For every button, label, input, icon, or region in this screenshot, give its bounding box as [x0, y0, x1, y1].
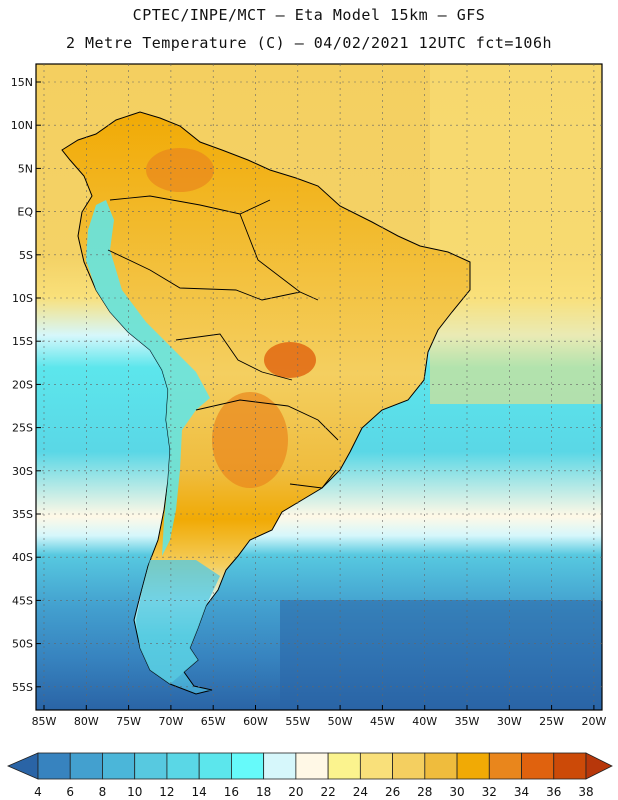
lat-label: 15S — [12, 335, 33, 348]
lat-label: 10S — [12, 292, 33, 305]
latitude-labels: 15N 10N 5N EQ 5S 10S 15S 20S 25S 30S 35S 40S 45S 50S 5… — [11, 76, 34, 694]
map-title-line1: CPTEC/INPE/MCT – Eta Model 15km – GFS — [132, 6, 486, 24]
colorbar-label: 30 — [449, 785, 464, 799]
andes-cold-strip — [86, 200, 210, 556]
hot-spot-chaco — [212, 392, 288, 488]
cold-southern-ocean — [280, 600, 602, 710]
colorbar-right-arrow — [585, 752, 613, 780]
colorbar-label: 16 — [224, 785, 239, 799]
colorbar-label: 10 — [127, 785, 142, 799]
colorbar-label: 34 — [514, 785, 529, 799]
colorbar-label: 14 — [192, 785, 207, 799]
colorbar-label: 12 — [159, 785, 174, 799]
colorbar-box — [392, 752, 426, 780]
colorbar — [6, 752, 613, 780]
lon-label: 85W — [32, 715, 57, 728]
colorbar-label: 8 — [99, 785, 107, 799]
lat-label: 35S — [12, 508, 33, 521]
colorbar-box — [231, 752, 265, 780]
graticule — [36, 64, 602, 710]
map-title-line2: 2 Metre Temperature (C) – 04/02/2021 12U… — [65, 34, 553, 52]
colorbar-box — [134, 752, 168, 780]
colorbar-label: 38 — [578, 785, 593, 799]
colorbar-label: 6 — [66, 785, 74, 799]
lat-label: 30S — [12, 465, 33, 478]
colorbar-box — [359, 752, 393, 780]
colorbar-label: 36 — [546, 785, 561, 799]
lon-label: 35W — [455, 715, 480, 728]
lon-label: 30W — [497, 715, 522, 728]
lon-label: 75W — [116, 715, 141, 728]
lon-label: 45W — [370, 715, 395, 728]
hot-spot-venezuela — [146, 148, 214, 192]
lon-label: 80W — [74, 715, 99, 728]
colorbar-box — [327, 752, 361, 780]
colorbar-box — [69, 752, 103, 780]
colorbar-label: 18 — [256, 785, 271, 799]
warm-atlantic-band — [430, 64, 602, 404]
lon-label: 50W — [328, 715, 353, 728]
colorbar-label: 26 — [385, 785, 400, 799]
lon-label: 20W — [581, 715, 606, 728]
lon-label: 60W — [243, 715, 268, 728]
lat-label: 15N — [11, 76, 33, 89]
colorbar-box — [424, 752, 458, 780]
lat-label: 25S — [12, 422, 33, 435]
colorbar-label: 22 — [320, 785, 335, 799]
patagonia-cool-area — [136, 560, 220, 684]
colorbar-box — [488, 752, 522, 780]
colorbar-box — [553, 752, 587, 780]
lon-label: 55W — [285, 715, 310, 728]
colorbar-label: 4 — [34, 785, 42, 799]
colorbar-box — [295, 752, 329, 780]
colorbar-box — [521, 752, 555, 780]
colorbar-label: 24 — [353, 785, 368, 799]
country-borders — [107, 195, 339, 489]
lat-label: 5N — [18, 162, 33, 175]
lat-label: 20S — [12, 378, 33, 391]
hot-spot-pantanal — [264, 342, 316, 378]
lon-label: 65W — [201, 715, 226, 728]
lon-label: 70W — [158, 715, 183, 728]
colorbar-label: 32 — [482, 785, 497, 799]
colorbar-left-arrow — [6, 752, 39, 780]
colorbar-box — [263, 752, 297, 780]
colorbar-label: 28 — [417, 785, 432, 799]
lat-label: 40S — [12, 551, 33, 564]
lat-label: EQ — [17, 206, 33, 219]
lat-label: 50S — [12, 638, 33, 651]
colorbar-label: 20 — [288, 785, 303, 799]
lat-label: 45S — [12, 594, 33, 607]
lat-label: 55S — [12, 681, 33, 694]
lat-label: 10N — [11, 119, 33, 132]
colorbar-box — [198, 752, 232, 780]
lon-label: 25W — [539, 715, 564, 728]
colorbar-box — [166, 752, 200, 780]
map-frame — [35, 63, 603, 711]
lon-label: 40W — [412, 715, 437, 728]
colorbar-labels: 4 6 8 10 12 14 16 18 20 22 24 26 28 30 32 34 36 38 — [34, 785, 593, 799]
colorbar-box — [102, 752, 136, 780]
colorbar-box — [37, 752, 71, 780]
lat-label: 5S — [19, 249, 33, 262]
longitude-labels: 85W 80W 75W 70W 65W 60W 55W 50W 45W 40W 35W 30W 25W 2… — [32, 715, 607, 728]
colorbar-box — [456, 752, 490, 780]
